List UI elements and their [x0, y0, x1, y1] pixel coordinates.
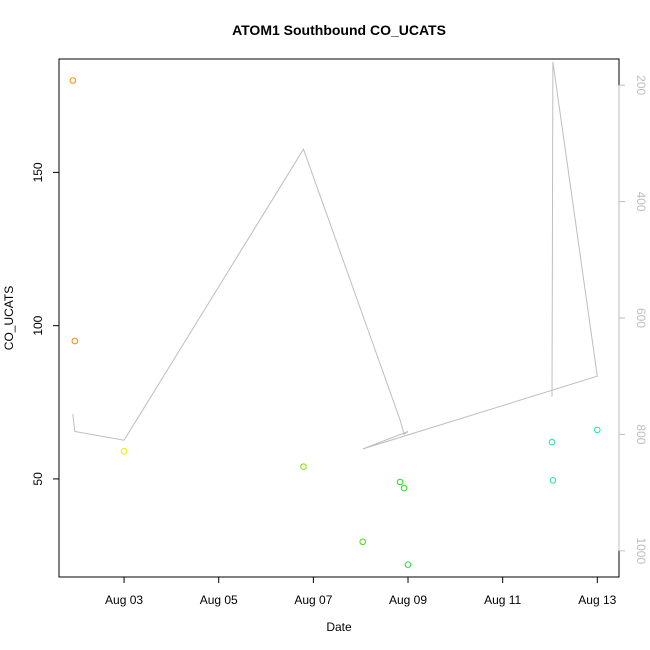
series-line-0	[72, 61, 598, 450]
y-axis-label: CO_UCATS	[2, 286, 16, 350]
data-point-0	[69, 77, 77, 84]
x-tick-label: Aug 05	[200, 593, 238, 607]
x-axis-label: Date	[326, 620, 352, 634]
y-tick-label: 150	[31, 162, 45, 182]
data-point-1	[71, 337, 79, 345]
x-tick-label: Aug 07	[294, 593, 332, 607]
y-tick-label: 50	[31, 472, 45, 486]
chart-title: ATOM1 Southbound CO_UCATS	[232, 22, 446, 38]
data-point-5	[396, 478, 404, 486]
y-right-tick-label: 1000	[634, 537, 648, 564]
data-point-2	[120, 448, 128, 455]
data-point-8	[548, 438, 556, 446]
y-right-tick-label: 800	[634, 424, 648, 444]
x-tick-label: Aug 03	[105, 593, 143, 607]
data-point-6	[400, 484, 408, 492]
plot-frame	[58, 58, 620, 578]
x-tick-label: Aug 11	[484, 593, 521, 607]
data-point-10	[594, 426, 601, 434]
y-right-tick-label: 600	[634, 308, 648, 328]
data-point-4	[359, 538, 367, 546]
data-point-7	[404, 561, 412, 569]
y-right-tick-label: 400	[634, 192, 648, 212]
data-point-3	[300, 463, 307, 471]
x-tick-label: Aug 13	[578, 593, 616, 607]
plot-layer: Aug 03 Aug 05 Aug 07 Aug 09 Aug 11 Aug 13 50 10…	[31, 58, 648, 607]
y-tick-label: 100	[31, 315, 45, 335]
data-point-9	[549, 477, 557, 484]
y-right-tick-label: 200	[634, 75, 648, 95]
x-tick-label: Aug 09	[389, 593, 427, 607]
